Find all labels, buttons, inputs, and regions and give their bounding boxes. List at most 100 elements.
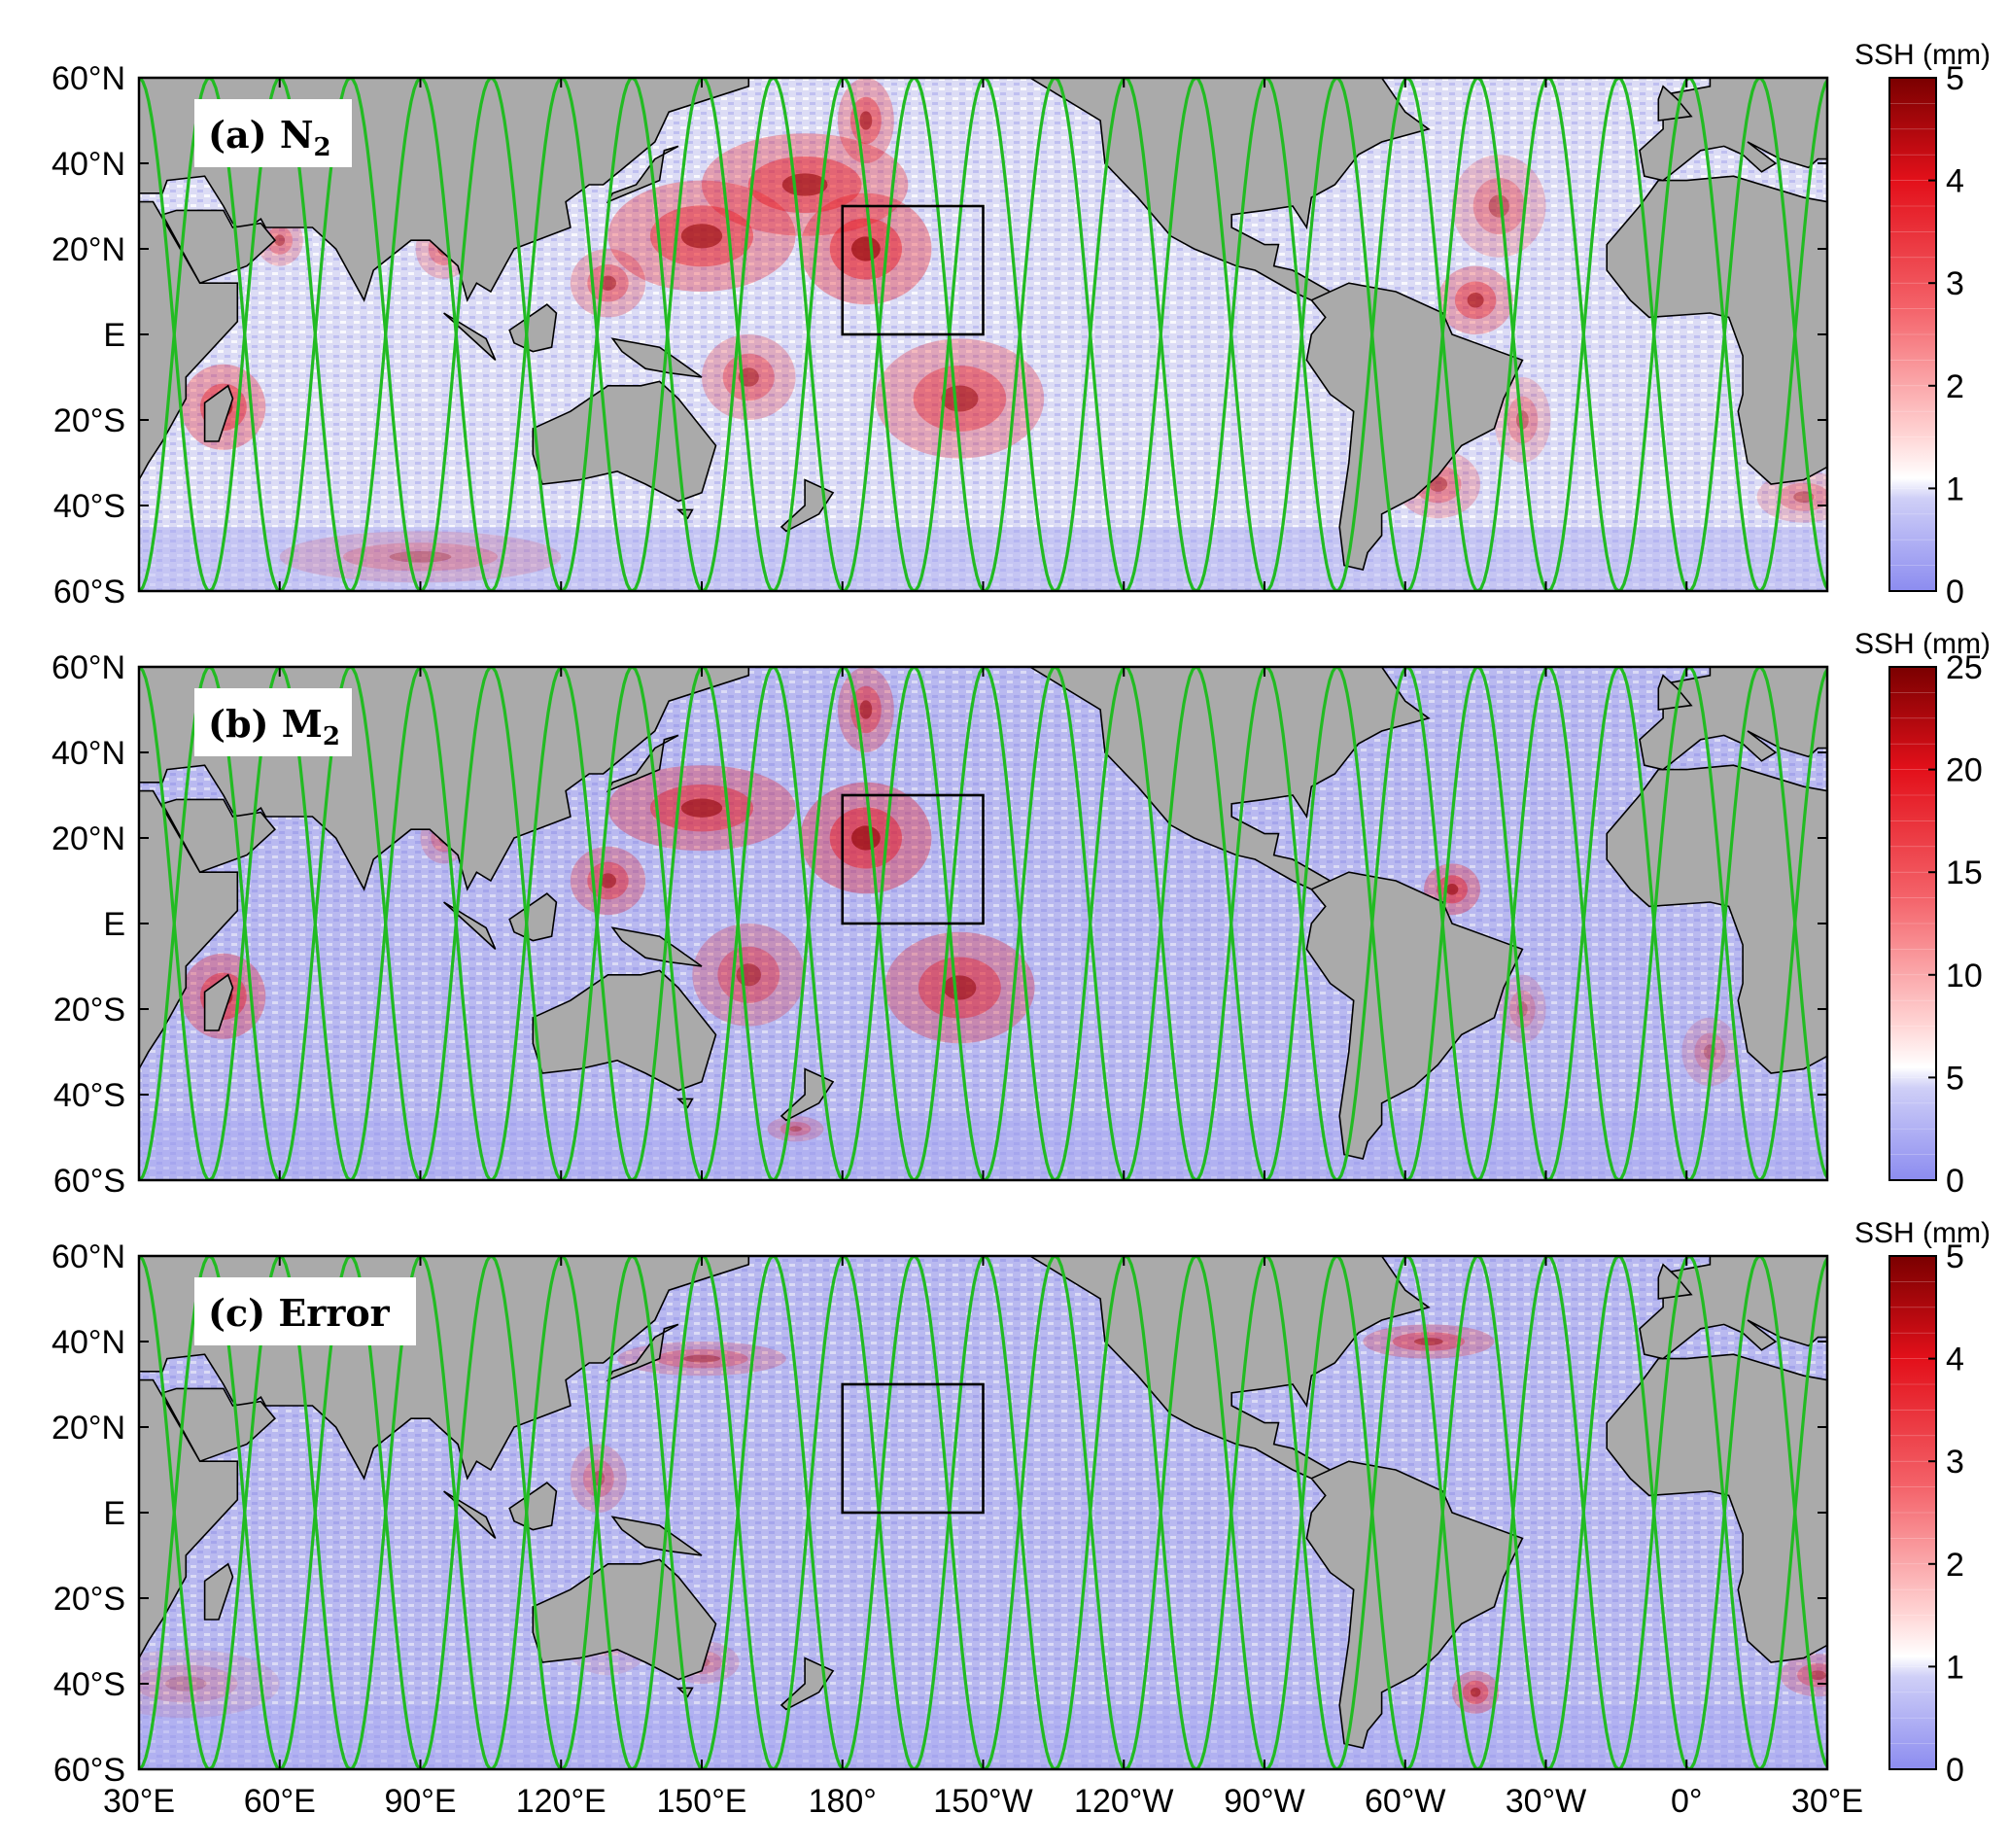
land-mass xyxy=(532,380,717,503)
colorbar-ramp xyxy=(1889,1256,1936,1769)
land-mass xyxy=(606,145,679,204)
region-box xyxy=(841,204,985,336)
lon-tick-label: 90°E xyxy=(384,1783,456,1820)
svg-text:(c) Error: (c) Error xyxy=(208,1291,391,1335)
colorbar: SSH (mm)25 20 15 10 5 0 xyxy=(1854,628,1991,1200)
hotspot xyxy=(875,338,1045,459)
land-mass xyxy=(443,312,497,361)
lon-tick-label: 180° xyxy=(809,1783,877,1820)
lon-tick-label: 60°W xyxy=(1365,1783,1446,1820)
hotspot xyxy=(702,334,796,420)
lon-tick-label: 150°E xyxy=(656,1783,746,1820)
land-mass xyxy=(936,667,1431,890)
land-mass xyxy=(1305,1460,1524,1749)
colorbar-tick-label: 0 xyxy=(1946,574,1964,610)
hotspot xyxy=(139,1649,280,1719)
lat-tick-label: 60°N xyxy=(52,649,125,686)
colorbar-tick-label: 5 xyxy=(1946,1060,1964,1097)
lat-tick-label: 40°N xyxy=(52,146,125,183)
svg-text:(a) N2: (a) N2 xyxy=(208,113,331,162)
panel-label: (c) Error xyxy=(194,1277,416,1345)
lat-tick-label: 40°S xyxy=(53,488,125,525)
land-mass xyxy=(508,1482,558,1531)
panel-label: (a) N2 xyxy=(194,99,352,167)
lat-tick-label: 40°N xyxy=(52,735,125,772)
lon-tick-label: 120°W xyxy=(1074,1783,1173,1820)
colorbar-tick-label: 3 xyxy=(1946,265,1964,302)
land-mass xyxy=(1657,1263,1693,1300)
colorbar-tick-label: 1 xyxy=(1946,1649,1964,1686)
hotspot xyxy=(570,249,646,318)
lat-tick-label: 20°S xyxy=(53,1581,125,1618)
colorbar-tick-label: 3 xyxy=(1946,1444,1964,1481)
colorbar-ramp xyxy=(1889,78,1936,591)
colorbar-title: SSH (mm) xyxy=(1854,628,1991,660)
colorbar-title: SSH (mm) xyxy=(1854,39,1991,71)
lat-tick-label: 20°N xyxy=(52,231,125,268)
land-mass xyxy=(508,303,558,353)
lon-tick-label: 0° xyxy=(1671,1783,1703,1820)
svg-text:(b) M2: (b) M2 xyxy=(208,702,340,751)
hotspot xyxy=(692,924,806,1027)
land-mass xyxy=(160,798,277,874)
lon-tick-label: 30°E xyxy=(103,1783,175,1820)
lat-tick-label: E xyxy=(103,317,125,354)
hotspot xyxy=(279,531,562,583)
hotspot xyxy=(1780,1654,1827,1697)
land-mass xyxy=(779,1067,835,1122)
colorbar-tick-label: 2 xyxy=(1946,368,1964,405)
colorbar: SSH (mm)5 4 3 2 1 0 xyxy=(1854,39,1991,610)
land-mass xyxy=(160,1387,277,1463)
colorbar-tick-label: 5 xyxy=(1946,60,1964,97)
colorbar: SSH (mm)5 4 3 2 1 0 xyxy=(1854,1217,1991,1789)
lat-tick-label: E xyxy=(103,1495,125,1532)
hotspot xyxy=(1499,974,1546,1044)
land-mass xyxy=(203,973,234,1031)
lat-tick-label: 20°N xyxy=(52,1410,125,1447)
lon-tick-label: 120°E xyxy=(516,1783,606,1820)
land-mass xyxy=(203,1562,234,1621)
colorbar-tick-label: 2 xyxy=(1946,1547,1964,1584)
colorbar-tick-label: 25 xyxy=(1946,649,1983,686)
land-mass xyxy=(1305,282,1524,571)
land-mass xyxy=(1639,667,1827,771)
lat-tick-label: 60°N xyxy=(52,60,125,97)
land-mass xyxy=(532,969,717,1092)
map-panel-a: 60°N 40°N 20°N E 20°S 40°S 60°S (a) N2 SSH (mm)5… xyxy=(52,39,1991,610)
land-mass xyxy=(779,1656,835,1711)
lat-tick-label: 60°N xyxy=(52,1238,125,1275)
land-mass xyxy=(936,78,1431,301)
lat-tick-label: 40°S xyxy=(53,1077,125,1114)
land-mass xyxy=(1639,78,1827,182)
land-mass xyxy=(606,734,679,793)
region-box xyxy=(841,793,985,925)
hotspot xyxy=(1437,265,1513,334)
lat-tick-label: 60°S xyxy=(53,1752,125,1789)
land-mass xyxy=(1657,85,1693,122)
land-mass xyxy=(1657,674,1693,711)
colorbar-tick-label: 1 xyxy=(1946,471,1964,507)
colorbar-ramp xyxy=(1889,667,1936,1180)
land-mass xyxy=(508,892,558,942)
lat-tick-label: 60°S xyxy=(53,1163,125,1200)
lat-tick-label: 60°S xyxy=(53,574,125,610)
land-mass xyxy=(610,1516,703,1556)
lon-tick-label: 30°E xyxy=(1791,1783,1863,1820)
region-box xyxy=(841,1382,985,1515)
colorbar-tick-label: 5 xyxy=(1946,1238,1964,1275)
lon-tick-label: 30°W xyxy=(1506,1783,1587,1820)
colorbar-tick-label: 0 xyxy=(1946,1163,1964,1200)
lon-tick-label: 150°W xyxy=(933,1783,1032,1820)
hotspot xyxy=(767,1116,824,1142)
lat-tick-label: 40°S xyxy=(53,1666,125,1703)
lat-tick-label: E xyxy=(103,906,125,943)
lat-tick-label: 20°S xyxy=(53,402,125,439)
colorbar-tick-label: 10 xyxy=(1946,958,1983,994)
land-mass xyxy=(532,1558,717,1681)
land-mass xyxy=(606,1323,679,1382)
land-mass xyxy=(610,926,703,967)
land-mass xyxy=(443,1490,497,1539)
